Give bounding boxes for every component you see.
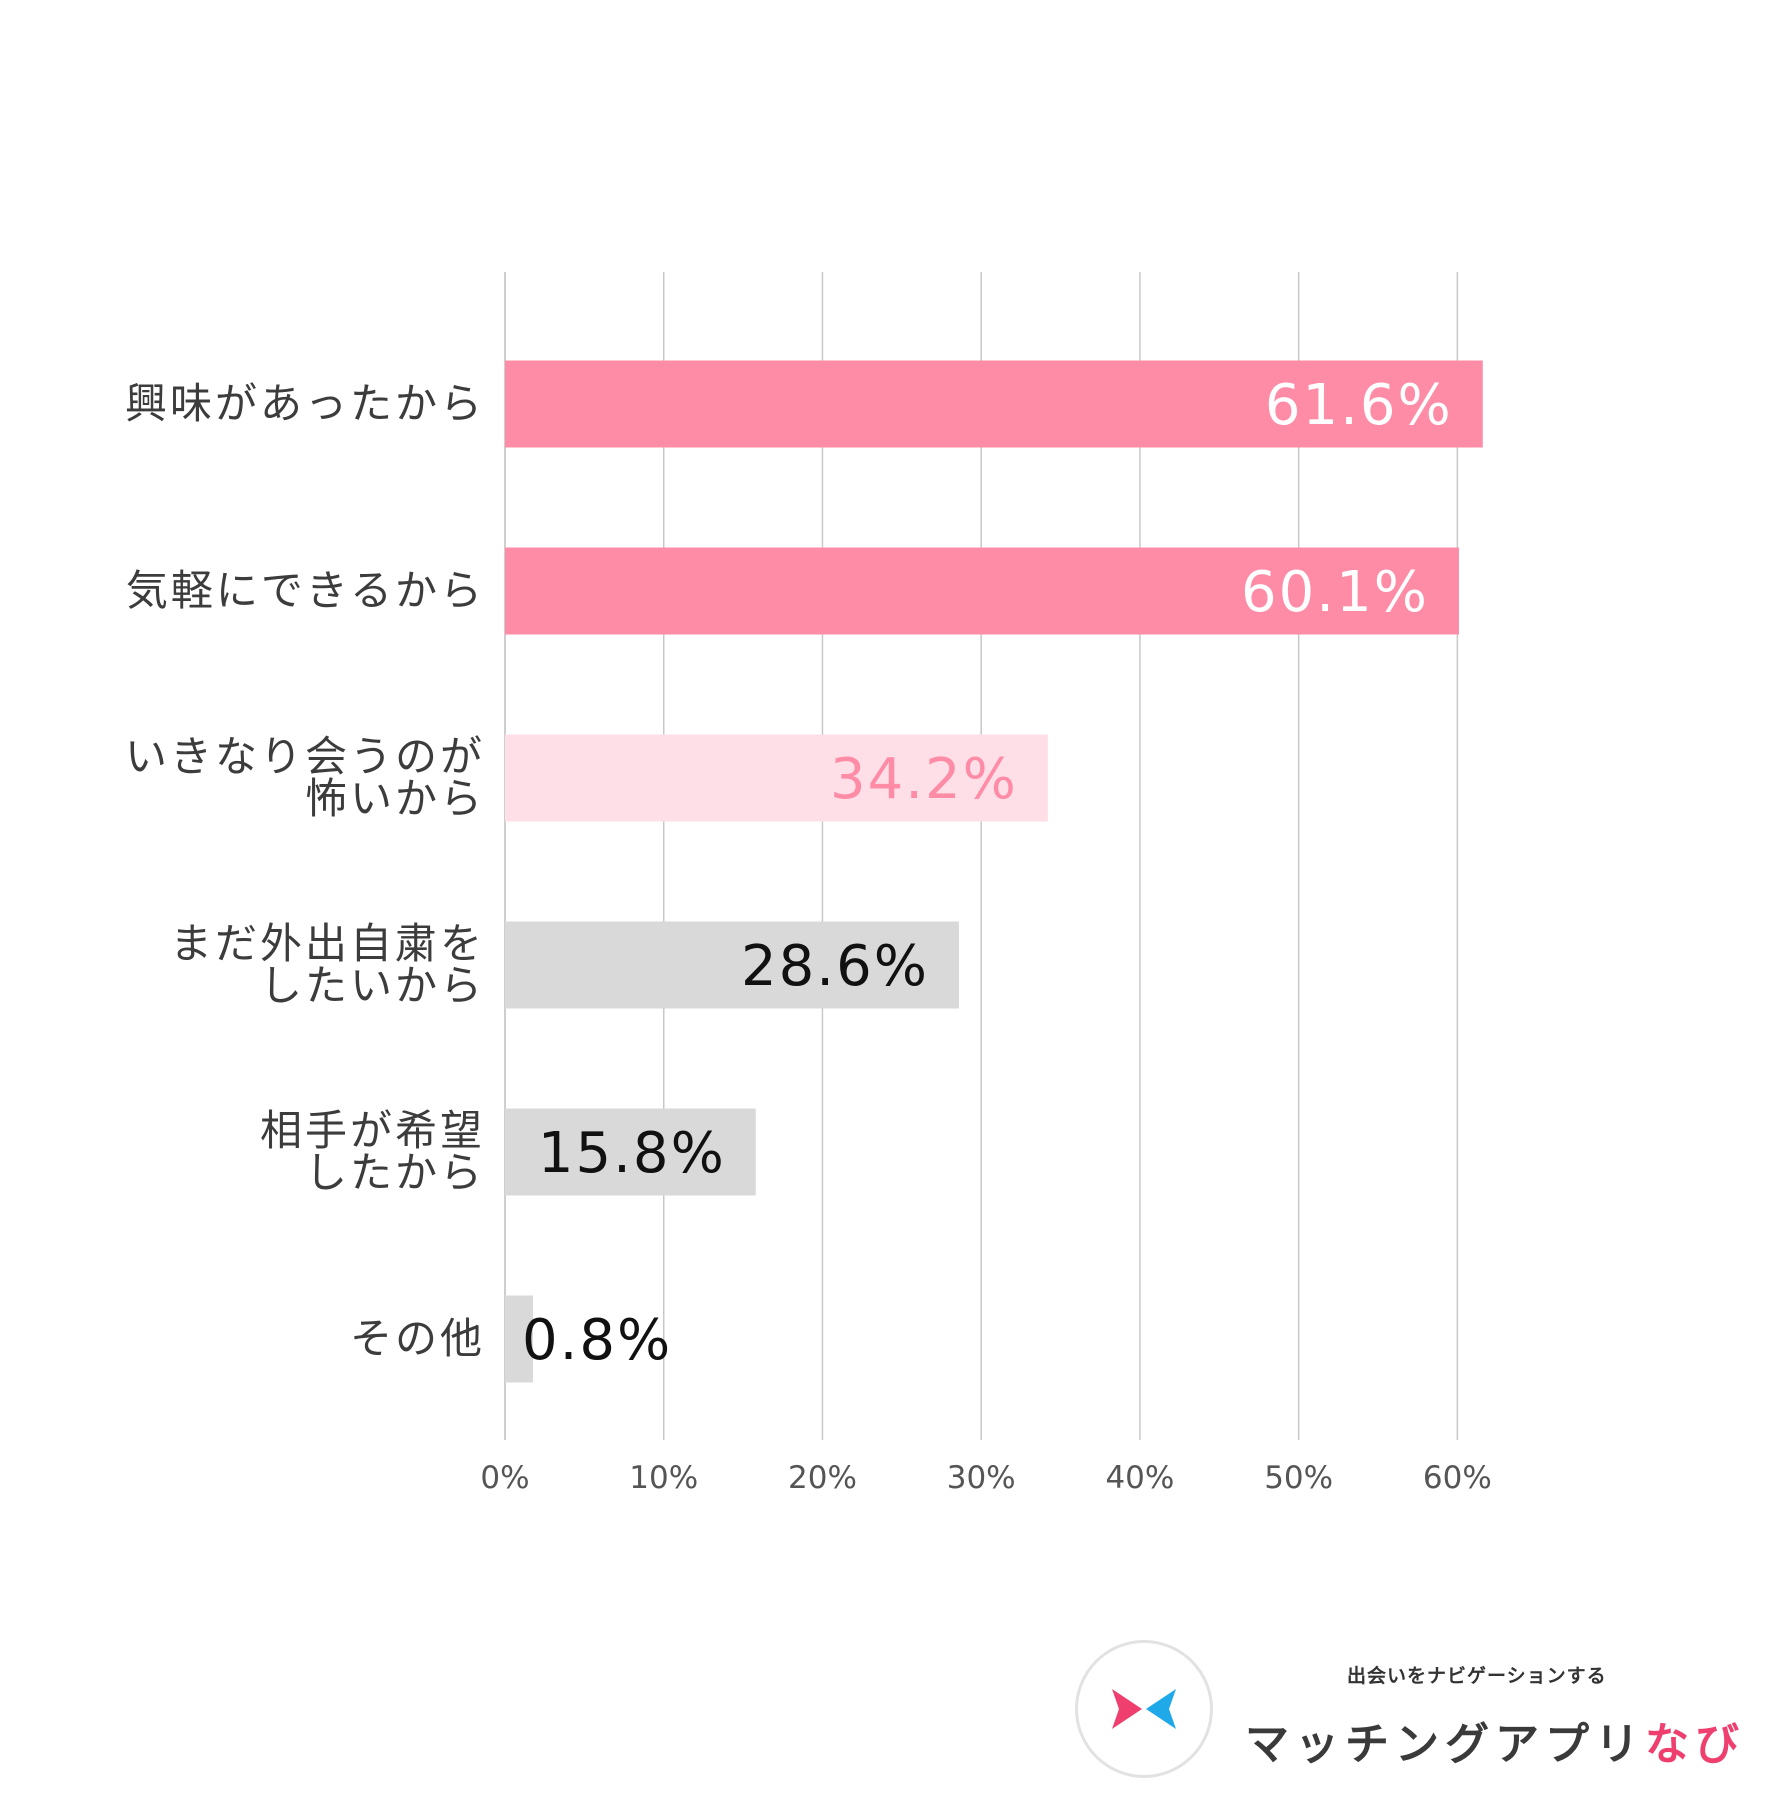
value-label: 60.1% <box>1241 560 1429 625</box>
x-axis: 0% 10% 20% 30% 40% 50% 60% <box>480 1460 1491 1496</box>
x-tick-label: 50% <box>1264 1460 1333 1496</box>
category-label: まだ外出自粛を <box>170 919 485 968</box>
category-label: いきなり会うのが <box>125 732 485 781</box>
bar <box>505 1295 533 1383</box>
x-tick-label: 60% <box>1423 1460 1492 1496</box>
category-label: したから <box>305 1148 485 1197</box>
category-label: 興味があったから <box>125 379 485 428</box>
bar <box>505 1108 756 1196</box>
value-label: 15.8% <box>538 1121 726 1186</box>
brand-tagline: 出会いをナビゲーションする <box>1347 1665 1607 1687</box>
brand-name: マッチングアプリなび <box>1245 1708 1745 1772</box>
value-label: 61.6% <box>1265 373 1453 438</box>
value-labels: 61.6% 60.1% 34.2% 28.6% 15.8% 0.8% <box>522 373 1453 1373</box>
brand-name-main: マッチングアプリ <box>1245 1719 1645 1770</box>
bars <box>505 360 1483 1383</box>
category-label: 怖いから <box>305 774 485 823</box>
brand-name-accent: なび <box>1645 1719 1745 1770</box>
x-tick-label: 20% <box>788 1460 857 1496</box>
category-label: 相手が希望 <box>260 1106 485 1155</box>
bar <box>505 547 1459 635</box>
x-tick-label: 40% <box>1105 1460 1174 1496</box>
bar <box>505 360 1483 448</box>
x-tick-label: 0% <box>480 1460 529 1496</box>
category-label: その他 <box>350 1314 485 1363</box>
value-label: 28.6% <box>741 934 929 999</box>
x-tick-label: 30% <box>947 1460 1016 1496</box>
double-arrow-logo-icon <box>1075 1640 1213 1778</box>
bar <box>505 734 1048 822</box>
value-label: 34.2% <box>830 747 1018 812</box>
gridlines <box>504 272 1459 1440</box>
category-label: 気軽にできるから <box>126 566 485 615</box>
value-label: 0.8% <box>522 1308 672 1373</box>
brand-logo: 出会いをナビゲーションする マッチングアプリなび <box>1075 1640 1765 1790</box>
x-tick-label: 10% <box>629 1460 698 1496</box>
category-labels: 興味があったから気軽にできるからいきなり会うのが怖いからまだ外出自粛をしたいから… <box>125 379 485 1363</box>
category-label: したいから <box>260 961 485 1010</box>
bar <box>505 921 959 1009</box>
